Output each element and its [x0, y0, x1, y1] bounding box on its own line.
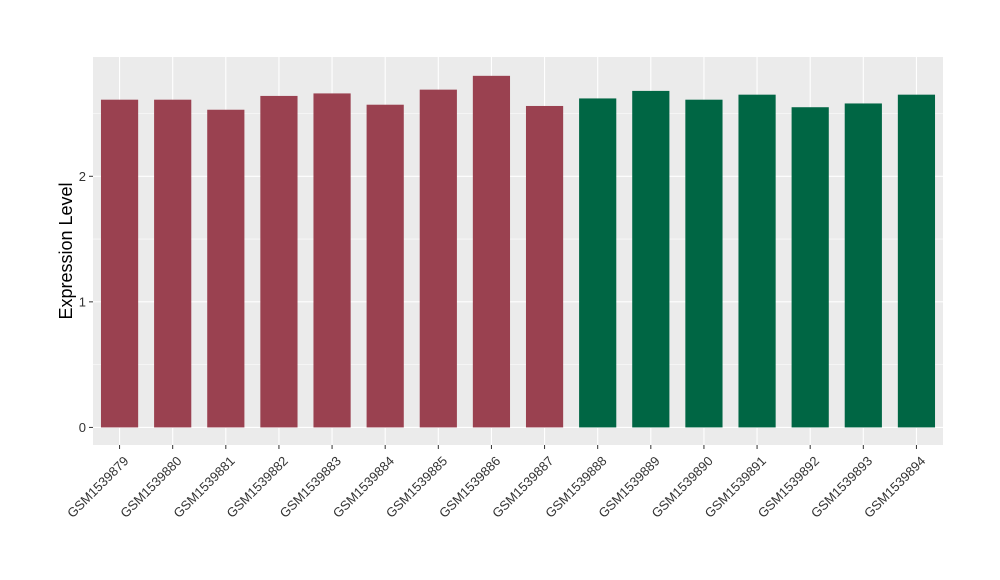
bar-GSM1539891 — [738, 94, 776, 428]
bar-GSM1539883 — [313, 93, 351, 428]
y-tick-label: 0 — [79, 420, 86, 435]
bar-GSM1539893 — [844, 103, 882, 428]
y-tick-label: 2 — [79, 169, 86, 184]
bar-GSM1539886 — [472, 75, 511, 428]
bar-GSM1539885 — [419, 89, 457, 428]
x-axis: GSM1539879GSM1539880GSM1539881GSM1539882… — [64, 445, 928, 521]
y-tick-label: 1 — [79, 294, 86, 309]
bar-GSM1539882 — [260, 95, 298, 428]
bar-GSM1539892 — [791, 107, 829, 428]
bar-GSM1539890 — [685, 99, 723, 428]
bar-GSM1539887 — [525, 105, 564, 428]
bar-GSM1539881 — [207, 109, 245, 428]
bar-GSM1539879 — [100, 99, 139, 428]
y-axis-title: Expression Level — [56, 182, 76, 319]
bar-GSM1539888 — [579, 98, 617, 428]
y-axis: 0 1 2 — [79, 169, 93, 435]
bar-GSM1539889 — [632, 90, 670, 428]
bars — [100, 75, 936, 428]
bar-GSM1539884 — [366, 104, 404, 428]
bar-GSM1539894 — [897, 94, 936, 428]
bar-GSM1539880 — [154, 99, 192, 428]
